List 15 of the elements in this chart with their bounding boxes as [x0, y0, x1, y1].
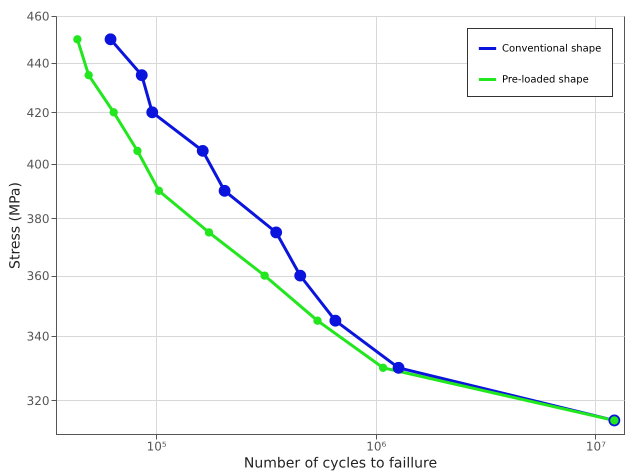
y-tick-label: 400 — [26, 158, 50, 172]
legend-label: Conventional shape — [502, 44, 602, 54]
y-tick-label: 440 — [26, 56, 50, 71]
x-tick-label: 10⁷ — [586, 440, 606, 454]
y-tick-label: 380 — [26, 212, 50, 226]
y-tick-label: 460 — [26, 10, 50, 24]
y-tick-label: 360 — [26, 269, 50, 284]
legend-label: Pre-loaded shape — [502, 74, 589, 86]
y-tick-label: 340 — [26, 330, 50, 344]
x-tick-label: 10⁵ — [146, 440, 167, 454]
x-axis-title: Number of cycles to faillure — [244, 456, 438, 472]
y-tick-label: 320 — [26, 394, 50, 408]
y-tick-label: 420 — [26, 106, 50, 120]
y-axis-title: Stress (MPa) — [8, 182, 24, 269]
x-tick-label: 10⁶ — [366, 440, 386, 454]
